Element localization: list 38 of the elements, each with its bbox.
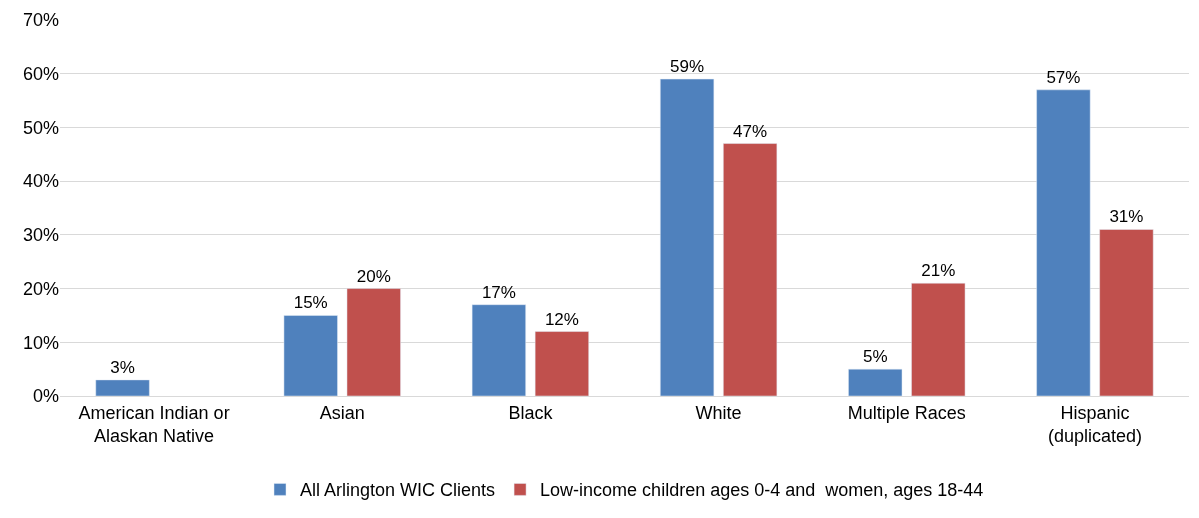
data-label: 59%	[670, 57, 705, 77]
bar	[283, 315, 338, 396]
data-label: 12%	[544, 309, 579, 329]
y-tick-label: 0%	[32, 386, 59, 407]
bar	[1036, 89, 1091, 396]
x-tick-label: Asian	[319, 402, 365, 423]
data-label: 17%	[481, 282, 516, 302]
data-label: 31%	[1109, 207, 1144, 227]
y-tick-label: 70%	[22, 10, 59, 31]
y-tick-label: 30%	[22, 225, 59, 246]
x-tick-label: White	[695, 402, 742, 423]
bar	[1099, 229, 1154, 396]
bar	[660, 78, 715, 396]
legend-label: All Arlington WIC Clients	[300, 480, 496, 501]
x-tick-label: Black	[508, 402, 554, 423]
y-tick-label: 20%	[22, 278, 59, 299]
data-label: 3%	[110, 357, 135, 377]
legend-label: Low-income children ages 0-4 and women, ages 18-44	[540, 480, 984, 501]
x-tick-label: Multiple Races	[847, 402, 966, 423]
y-tick-label: 10%	[22, 332, 59, 353]
y-tick-label: 60%	[22, 64, 59, 85]
y-tick-label: 40%	[22, 171, 59, 192]
bar	[723, 143, 778, 396]
data-label: 20%	[356, 266, 391, 286]
bar	[848, 368, 903, 396]
x-tick-label: Hispanic (duplicated)	[1047, 402, 1142, 446]
data-label: 5%	[862, 347, 888, 367]
bar	[534, 331, 589, 396]
bar	[346, 288, 401, 396]
data-label: 57%	[1046, 67, 1081, 87]
bar	[471, 304, 526, 396]
data-label: 21%	[921, 261, 956, 281]
data-label: 47%	[733, 121, 768, 141]
bar	[911, 282, 966, 396]
data-label: 15%	[293, 293, 328, 313]
bar	[95, 379, 150, 396]
x-tick-label: American Indian or Alaskan Native	[78, 402, 230, 446]
y-tick-label: 50%	[22, 117, 59, 138]
